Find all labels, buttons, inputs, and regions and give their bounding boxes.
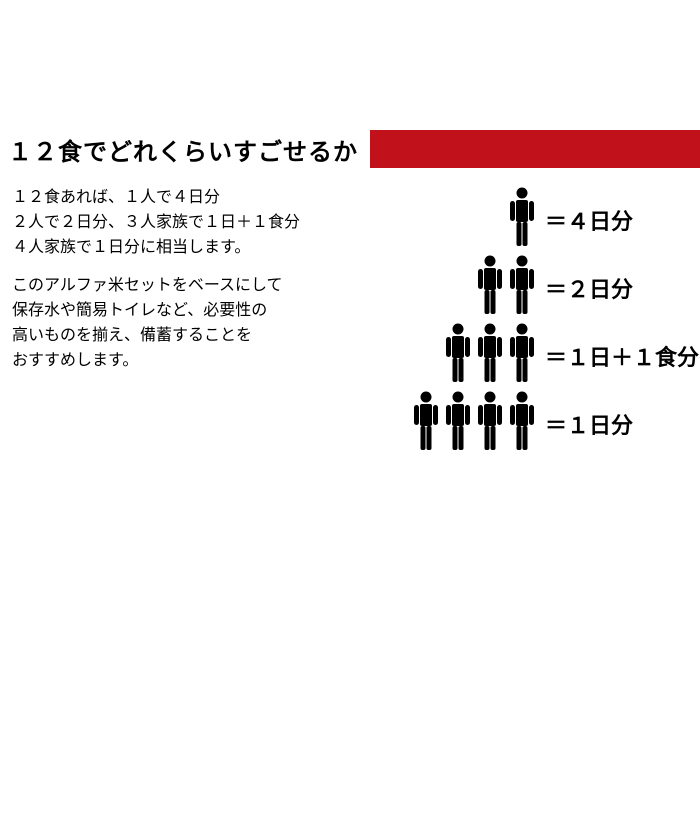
pyramid-column: ＝４日分 ＝２日分 ＝１日＋１食分 ＝１日分 [312,186,699,458]
row-label: ＝２日分 [545,272,633,304]
people-group [312,322,537,391]
row-label: ＝１日＋１食分 [545,340,699,372]
page-title: １２食でどれくらいすごせるか [0,128,370,171]
person-icon [507,186,537,255]
content-area: １２食あれば、１人で４日分２人で２日分、３人家族で１日＋１食分４人家族で１日分に… [0,186,700,458]
pyramid-row: ＝１日＋１食分 [312,322,699,390]
row-label: ＝１日分 [545,408,633,440]
text-column: １２食あれば、１人で４日分２人で２日分、３人家族で１日＋１食分４人家族で１日分に… [12,186,312,458]
person-icon [507,322,537,391]
person-icon [507,254,537,323]
person-icon [475,322,505,391]
paragraph-1: １２食あれば、１人で４日分２人で２日分、３人家族で１日＋１食分４人家族で１日分に… [12,186,312,260]
people-group [312,254,537,323]
people-group [312,390,537,459]
person-icon [507,390,537,459]
pyramid-row: ＝２日分 [312,254,699,322]
people-group [312,186,537,255]
person-icon [475,390,505,459]
person-icon [475,254,505,323]
pyramid-row: ＝４日分 [312,186,699,254]
paragraph-2: このアルファ米セットをベースにして保存水や簡易トイレなど、必要性の高いものを揃え… [12,274,312,373]
header-band: １２食でどれくらいすごせるか [0,130,700,168]
row-label: ＝４日分 [545,204,633,236]
pyramid-row: ＝１日分 [312,390,699,458]
person-icon [443,390,473,459]
person-icon [443,322,473,391]
person-icon [411,390,441,459]
